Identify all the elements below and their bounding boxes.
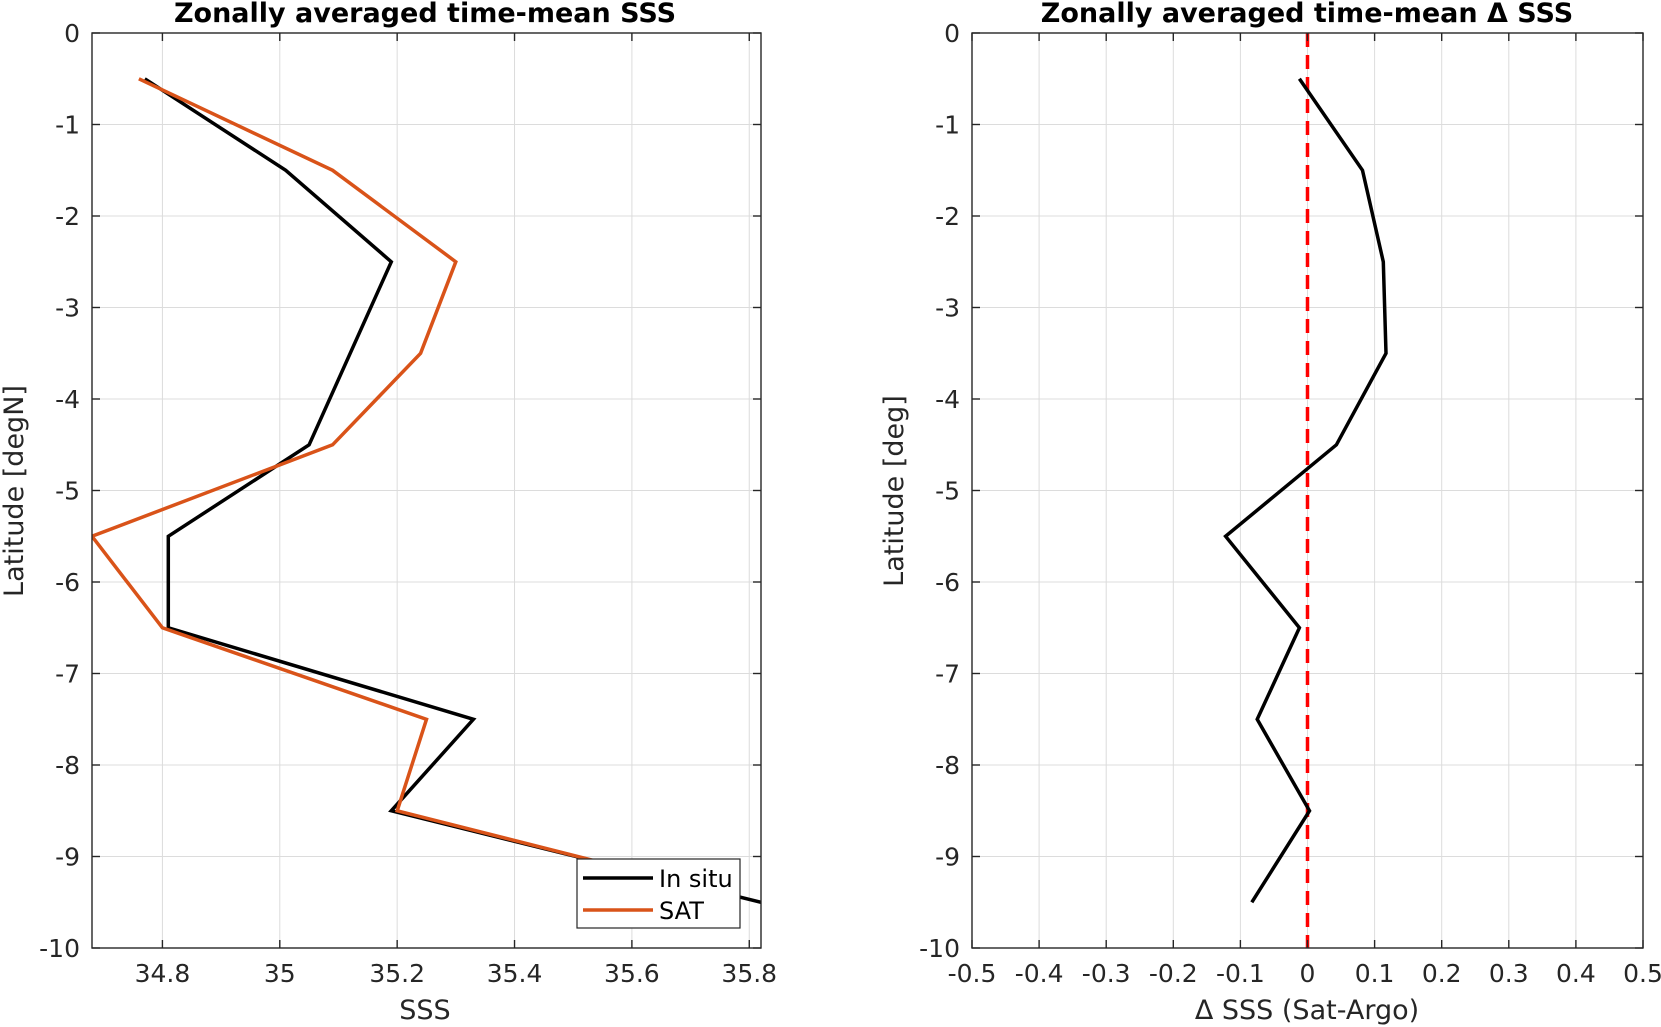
sss-y-tick-label: -2	[55, 202, 80, 231]
sss-series-line-sat	[92, 77, 633, 872]
sss-y-tick-label: -1	[55, 111, 80, 140]
sss-x-tick-label: 35.6	[604, 959, 660, 988]
sss-x-tick-label: 35.4	[487, 959, 543, 988]
sss-y-tick-label: -6	[55, 568, 80, 597]
delta-sss-panel: -0.5 -0.4 -0.3 -0.2 -0.1 0 0.1 0.2 0.3 0.4 0.5 0 -1 -…	[879, 0, 1661, 1026]
delta-sss-y-tick-label: 0	[944, 19, 960, 48]
sss-legend-box	[576, 858, 741, 929]
sss-x-tick-label: 34.8	[135, 959, 191, 988]
delta-sss-x-tick-label: 0.1	[1355, 959, 1395, 988]
sss-y-tick-label: -3	[55, 294, 80, 323]
sss-panel-title: Zonally averaged time-mean SSS	[174, 0, 676, 29]
sss-y-axis-label: Latitude [degN]	[0, 385, 30, 597]
delta-sss-y-tick-label: -6	[935, 568, 960, 597]
sss-y-tick-label: -7	[55, 660, 80, 689]
delta-sss-y-tick-label: -9	[935, 843, 960, 872]
delta-sss-series-line-series-0	[1223, 77, 1388, 904]
delta-sss-x-tick-label: 0.3	[1489, 959, 1529, 988]
delta-sss-x-tick-label: -0.2	[1149, 959, 1198, 988]
delta-sss-y-tick-label: -5	[935, 477, 960, 506]
sss-legend: In situ SAT	[576, 858, 741, 929]
sss-y-tick-label: -8	[55, 751, 80, 780]
delta-sss-y-tick-label: -7	[935, 660, 960, 689]
sss-y-tick-label: -4	[55, 385, 80, 414]
sss-panel: 34.8 35 35.2 35.4 35.6 35.8 0 -1 -2 -3 -4 -5 -6 -7 -8 -…	[0, 0, 777, 1026]
delta-sss-y-tick-label: -10	[919, 934, 960, 963]
delta-sss-x-tick-label: -0.5	[948, 959, 997, 988]
sss-series-group	[92, 77, 761, 904]
delta-sss-x-tick-label: 0.4	[1556, 959, 1596, 988]
sss-y-tick-label: -5	[55, 477, 80, 506]
delta-sss-plot-area: -0.5 -0.4 -0.3 -0.2 -0.1 0 0.1 0.2 0.3 0.4 0.5 0 -1 -…	[919, 19, 1661, 988]
sss-legend-label-in-situ: In situ	[659, 865, 733, 893]
delta-sss-y-axis-label: Latitude [deg]	[879, 395, 910, 587]
delta-sss-panel-title: Zonally averaged time-mean Δ SSS	[1041, 0, 1573, 29]
delta-sss-y-tick-label: -1	[935, 111, 960, 140]
delta-sss-series-group	[1223, 77, 1388, 904]
delta-sss-x-tick-label: 0	[1300, 959, 1316, 988]
delta-sss-x-axis-label: Δ SSS (Sat-Argo)	[1195, 995, 1419, 1026]
delta-sss-x-tick-label: 0.2	[1422, 959, 1462, 988]
delta-sss-y-tick-label: -4	[935, 385, 960, 414]
sss-y-tick-label: 0	[64, 19, 80, 48]
sss-plot-area: 34.8 35 35.2 35.4 35.6 35.8 0 -1 -2 -3 -4 -5 -6 -7 -8 -…	[39, 19, 777, 988]
delta-sss-x-tick-label: -0.1	[1216, 959, 1265, 988]
sss-x-tick-label: 35.8	[721, 959, 777, 988]
delta-sss-y-tick-label: -8	[935, 751, 960, 780]
delta-sss-x-tick-label: -0.3	[1082, 959, 1131, 988]
delta-sss-x-tick-label: 0.5	[1623, 959, 1661, 988]
delta-sss-y-tick-label: -2	[935, 202, 960, 231]
sss-series-line-in-situ	[143, 77, 761, 904]
sss-y-tick-label: -10	[39, 934, 80, 963]
sss-x-tick-label: 35	[264, 959, 296, 988]
sss-x-tick-label: 35.2	[369, 959, 425, 988]
sss-x-axis-label: SSS	[399, 995, 450, 1026]
sss-y-tick-label: -9	[55, 843, 80, 872]
delta-sss-y-tick-label: -3	[935, 294, 960, 323]
delta-sss-x-tick-label: -0.4	[1015, 959, 1064, 988]
sss-legend-label-sat: SAT	[659, 897, 704, 925]
